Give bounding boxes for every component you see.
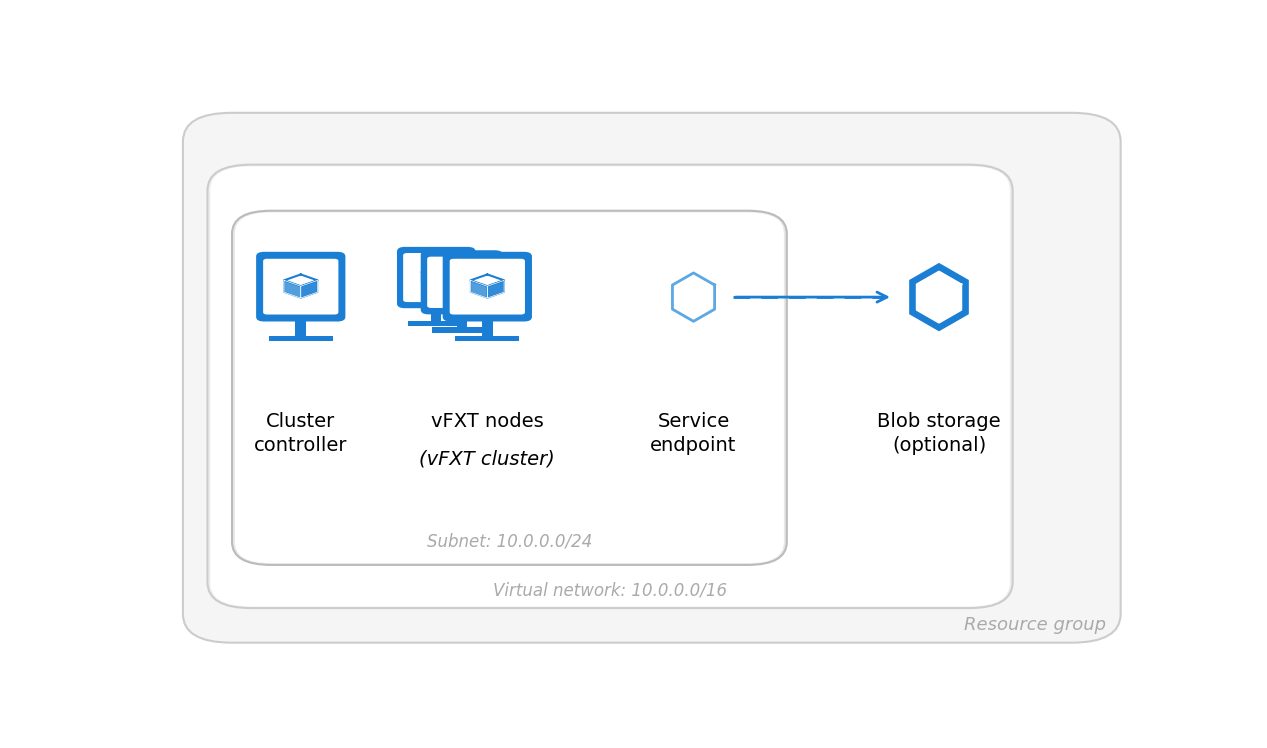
FancyBboxPatch shape — [450, 259, 525, 314]
Text: Blob storage
(optional): Blob storage (optional) — [877, 412, 1001, 455]
FancyBboxPatch shape — [232, 211, 787, 565]
Bar — [432, 328, 492, 333]
Polygon shape — [446, 277, 461, 292]
Polygon shape — [917, 272, 960, 322]
FancyBboxPatch shape — [234, 212, 784, 563]
Text: (​vFXT cluster): (​vFXT cluster) — [419, 450, 555, 469]
Polygon shape — [917, 272, 960, 322]
Polygon shape — [422, 267, 451, 278]
FancyBboxPatch shape — [208, 165, 1012, 608]
Bar — [408, 321, 464, 326]
Polygon shape — [300, 280, 318, 298]
Text: Service
endpoint: Service endpoint — [650, 412, 736, 455]
FancyBboxPatch shape — [210, 166, 1010, 607]
FancyBboxPatch shape — [397, 247, 475, 308]
Polygon shape — [284, 275, 318, 286]
Polygon shape — [470, 280, 488, 298]
Bar — [431, 308, 441, 321]
Text: Cluster
controller: Cluster controller — [253, 412, 347, 455]
FancyBboxPatch shape — [264, 259, 338, 314]
FancyBboxPatch shape — [442, 252, 532, 322]
FancyBboxPatch shape — [182, 113, 1120, 643]
Text: 01: 01 — [933, 300, 945, 309]
Text: Virtual network: 10.0.0.0/16: Virtual network: 10.0.0.0/16 — [493, 581, 727, 599]
Polygon shape — [284, 280, 300, 298]
Polygon shape — [422, 272, 436, 287]
FancyBboxPatch shape — [403, 253, 469, 302]
Bar — [481, 322, 493, 336]
Text: vFXT nodes: vFXT nodes — [431, 412, 544, 455]
FancyBboxPatch shape — [427, 257, 497, 308]
Polygon shape — [436, 272, 451, 287]
Bar — [295, 322, 307, 336]
Text: Subnet: 10.0.0.0/24: Subnet: 10.0.0.0/24 — [427, 533, 593, 551]
Polygon shape — [446, 271, 478, 282]
FancyBboxPatch shape — [421, 251, 503, 314]
Text: Resource group: Resource group — [964, 616, 1106, 634]
Polygon shape — [461, 277, 478, 292]
Bar — [455, 336, 519, 341]
FancyBboxPatch shape — [256, 252, 346, 322]
Bar — [269, 336, 333, 341]
Polygon shape — [488, 280, 504, 298]
Bar — [456, 314, 468, 328]
Polygon shape — [910, 264, 968, 331]
Polygon shape — [673, 273, 715, 322]
Polygon shape — [470, 275, 504, 286]
Text: 10: 10 — [933, 286, 945, 295]
